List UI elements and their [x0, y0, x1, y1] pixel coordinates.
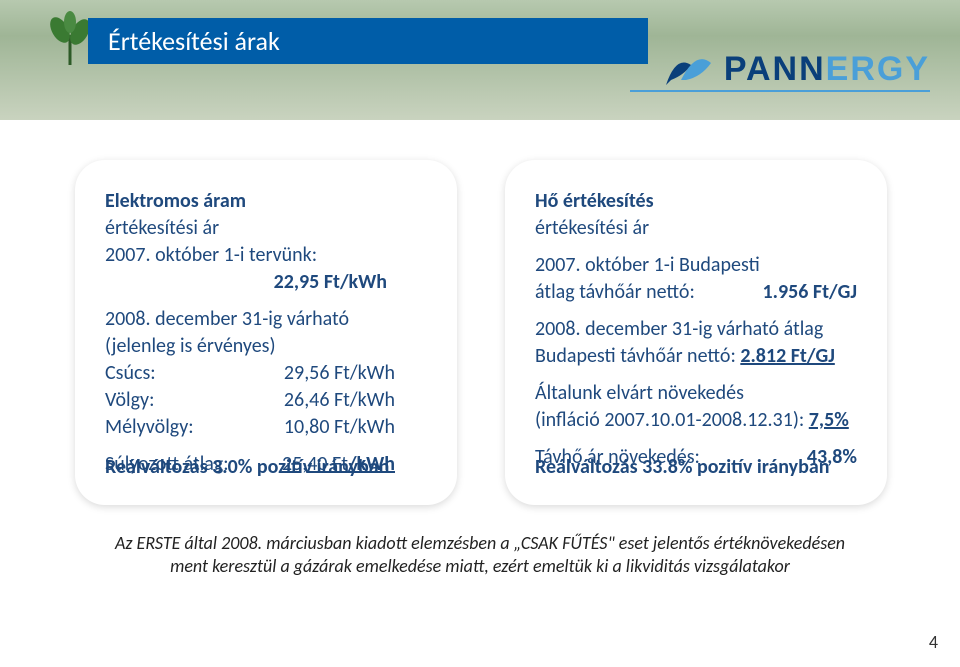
right-line3a: Általunk elvárt növekedés — [535, 380, 857, 407]
right-h1: Hő értékesítés — [535, 188, 857, 215]
page-title: Értékesítési árak — [108, 25, 280, 57]
left-sec2a: 2008. december 31-ig várható — [105, 306, 427, 333]
left-r2v: 26,46 Ft/kWh — [284, 387, 395, 414]
right-line2b: Budapesti távhőár nettó: 2.812 Ft/GJ — [535, 343, 857, 370]
right-line3b-k: (infláció 2007.10.01-2008.12.31): — [535, 408, 809, 432]
left-r3v: 10,80 Ft/kWh — [284, 414, 395, 441]
logo-pann: PANN — [724, 50, 826, 88]
left-h2: értékesítési ár — [105, 215, 427, 242]
right-line3b-v: 7,5% — [809, 408, 849, 432]
right-line1b-v: 1.956 Ft/GJ — [763, 279, 857, 306]
slide: Értékesítési árak PANNERGY Elektromos ár… — [0, 0, 960, 667]
footnote: Az ERSTE által 2008. márciusban kiadott … — [110, 532, 850, 579]
left-h1: Elektromos áram — [105, 188, 427, 215]
logo-text: PANNERGY — [724, 50, 930, 89]
right-h2: értékesítési ár — [535, 215, 857, 242]
right-line2b-v: 2.812 Ft/GJ — [740, 344, 834, 368]
logo-ergy: ERGY — [826, 50, 930, 88]
page-title-bar: Értékesítési árak — [88, 18, 648, 64]
logo-icon — [656, 45, 716, 93]
left-r1k: Csúcs: — [105, 360, 156, 387]
logo-underline — [630, 90, 930, 92]
logo: PANNERGY — [656, 45, 930, 93]
left-row-valley: Völgy: 26,46 Ft/kWh — [105, 387, 395, 414]
card-heat: Hő értékesítés értékesítési ár 2007. okt… — [505, 160, 887, 505]
left-sec2b: (jelenleg is érvényes) — [105, 333, 427, 360]
right-line1a: 2007. október 1-i Budapesti — [535, 252, 857, 279]
right-bottom: Reálváltozás 33.8% pozitív irányban — [535, 454, 857, 481]
page-number: 4 — [929, 631, 938, 653]
right-line2b-k: Budapesti távhőár nettó: — [535, 344, 740, 368]
left-r1v: 29,56 Ft/kWh — [284, 360, 395, 387]
card-electricity: Elektromos áram értékesítési ár 2007. ok… — [75, 160, 457, 505]
left-row-deep: Mélyvölgy: 10,80 Ft/kWh — [105, 414, 395, 441]
right-line1b: átlag távhőár nettó: 1.956 Ft/GJ — [535, 279, 857, 306]
right-line1b-k: átlag távhőár nettó: — [535, 279, 695, 306]
left-bottom: Reálváltozás 3.0% pozitív irányban — [105, 454, 427, 481]
left-r3k: Mélyvölgy: — [105, 414, 194, 441]
left-line1: 2007. október 1-i tervünk: — [105, 242, 427, 269]
right-line3b: (infláció 2007.10.01-2008.12.31): 7,5% — [535, 407, 857, 434]
right-line2a: 2008. december 31-ig várható átlag — [535, 316, 857, 343]
left-price1: 22,95 Ft/kWh — [105, 269, 427, 296]
left-row-peak: Csúcs: 29,56 Ft/kWh — [105, 360, 395, 387]
left-r2k: Völgy: — [105, 387, 154, 414]
